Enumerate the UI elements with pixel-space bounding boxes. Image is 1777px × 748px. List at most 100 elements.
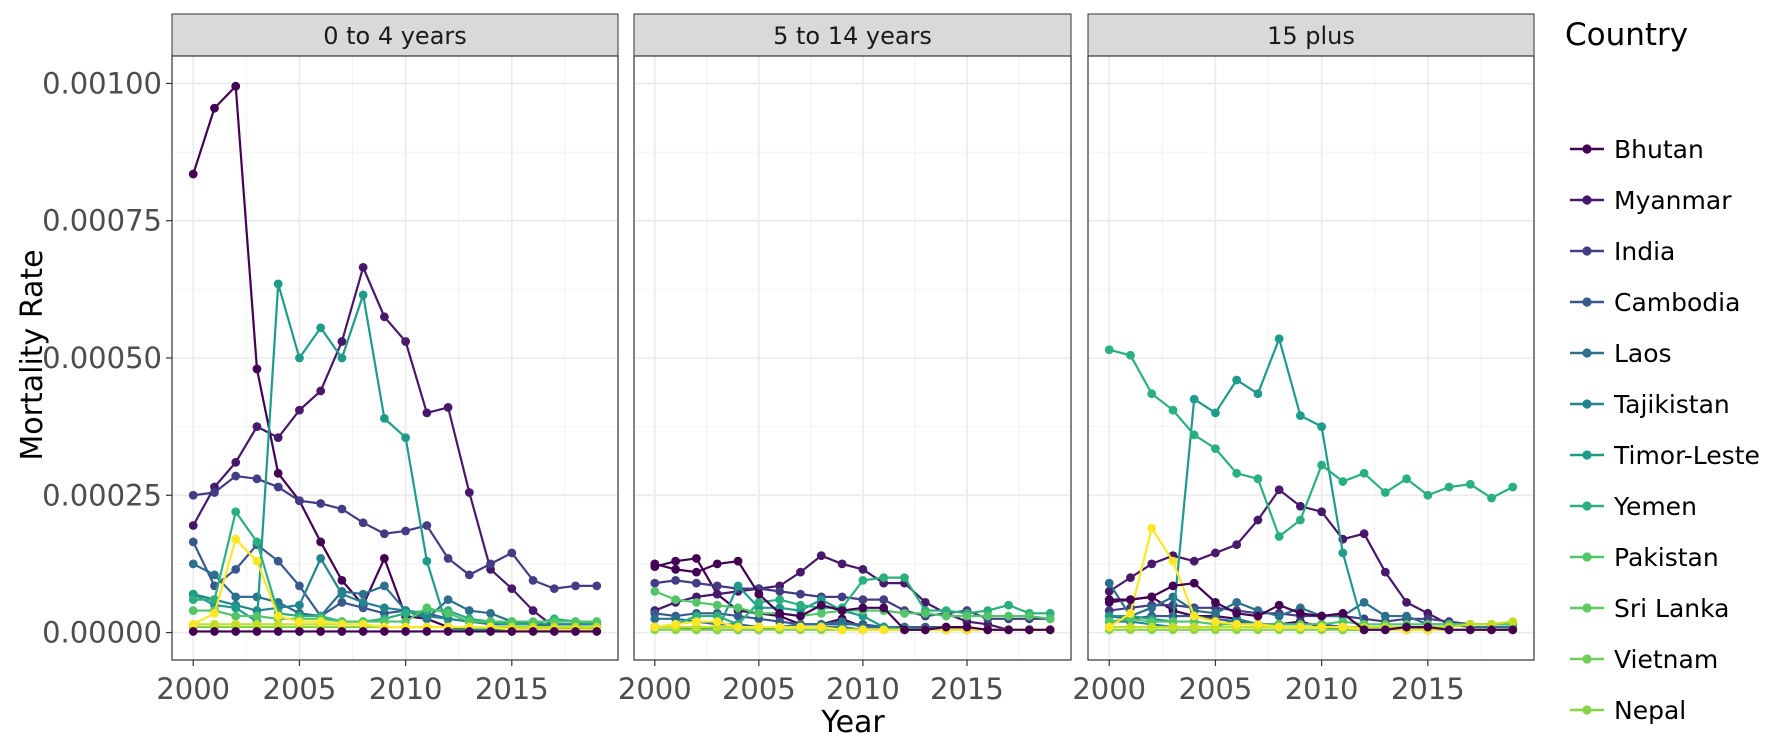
data-point: [733, 611, 743, 621]
legend-label: India: [1614, 237, 1675, 266]
data-point: [941, 611, 951, 621]
data-point: [1274, 485, 1284, 495]
data-point: [650, 578, 660, 588]
legend-item-laos: Laos: [1570, 339, 1672, 368]
facet-strip: [171, 13, 619, 57]
legend-key-point: [1582, 705, 1592, 715]
legend-item-bhutan: Bhutan: [1570, 135, 1704, 164]
data-point: [671, 595, 681, 604]
data-point: [816, 551, 826, 561]
data-point: [316, 537, 326, 547]
data-point: [379, 581, 389, 591]
data-point: [401, 337, 411, 346]
data-point: [316, 386, 326, 396]
data-point: [464, 606, 474, 615]
data-point: [273, 611, 283, 621]
data-point: [337, 575, 347, 585]
data-point: [962, 622, 972, 632]
data-point: [754, 622, 764, 632]
data-point: [1104, 586, 1114, 596]
data-point: [1045, 614, 1055, 624]
data-point: [358, 627, 368, 636]
data-point: [422, 521, 432, 530]
panel-border: [633, 55, 1072, 661]
series-nepal: [188, 627, 602, 636]
data-point: [379, 529, 389, 539]
data-point: [1126, 350, 1135, 360]
data-point: [1338, 548, 1348, 558]
data-point: [879, 603, 889, 613]
legend-key-point: [1582, 501, 1592, 511]
data-point: [858, 625, 868, 635]
data-point: [962, 611, 972, 621]
data-point: [692, 617, 701, 626]
data-point: [650, 614, 660, 624]
panel-3: 15 plus: [1087, 13, 1535, 661]
legend-item-vietnam: Vietnam: [1570, 645, 1718, 674]
data-point: [1274, 334, 1284, 344]
data-point: [422, 556, 432, 566]
data-point: [273, 556, 283, 566]
data-point: [401, 608, 411, 618]
data-point: [796, 567, 805, 577]
data-point: [273, 627, 283, 636]
legend: Bhutan Myanmar India Cambodia Laos Tajikistan…: [1570, 135, 1760, 725]
data-point: [650, 622, 660, 632]
data-point: [295, 627, 304, 636]
data-point: [900, 608, 909, 618]
data-point: [231, 507, 241, 517]
data-point: [231, 611, 241, 621]
data-point: [1189, 394, 1199, 404]
data-point: [1211, 617, 1220, 626]
data-point: [401, 433, 411, 443]
data-point: [1508, 617, 1518, 626]
data-point: [443, 627, 453, 636]
data-point: [443, 554, 453, 563]
data-point: [379, 627, 389, 636]
data-point: [1423, 622, 1433, 632]
legend-item-yemen: Yemen: [1570, 492, 1697, 521]
data-point: [1359, 468, 1369, 478]
data-point: [252, 592, 262, 602]
legend-label: Laos: [1614, 339, 1672, 368]
x-tick-label: 2015: [930, 672, 1004, 706]
data-point: [337, 597, 347, 607]
data-point: [295, 581, 304, 591]
data-point: [1253, 611, 1263, 621]
x-tick-label: 2010: [369, 672, 443, 706]
data-point: [188, 627, 198, 636]
data-point: [252, 422, 262, 432]
data-point: [1338, 608, 1348, 618]
data-point: [754, 597, 764, 607]
data-point: [1168, 622, 1178, 632]
data-point: [1274, 611, 1284, 621]
data-point: [1317, 611, 1327, 621]
data-point: [1487, 493, 1496, 503]
data-point: [1444, 482, 1454, 492]
data-point: [1104, 622, 1114, 632]
data-point: [837, 606, 847, 615]
data-point: [273, 482, 283, 492]
data-point: [1338, 622, 1348, 632]
data-point: [754, 608, 764, 618]
panel-2: 5 to 14 years: [633, 13, 1072, 661]
legend-label: Tajikistan: [1613, 390, 1730, 419]
data-point: [1380, 611, 1390, 621]
data-point: [188, 619, 198, 629]
series-yemen: [1104, 345, 1518, 541]
data-point: [231, 565, 241, 574]
data-point: [210, 488, 219, 497]
data-point: [358, 589, 368, 599]
data-point: [920, 625, 930, 635]
facet-strip: [1087, 13, 1535, 57]
data-point: [549, 627, 559, 636]
data-point: [252, 619, 262, 629]
x-tick-label: 2015: [475, 672, 549, 706]
data-point: [231, 457, 241, 467]
data-point: [443, 595, 453, 604]
data-point: [210, 627, 219, 636]
y-tick-label: 0.00100: [42, 66, 162, 100]
data-point: [549, 584, 559, 594]
data-point: [210, 608, 219, 618]
